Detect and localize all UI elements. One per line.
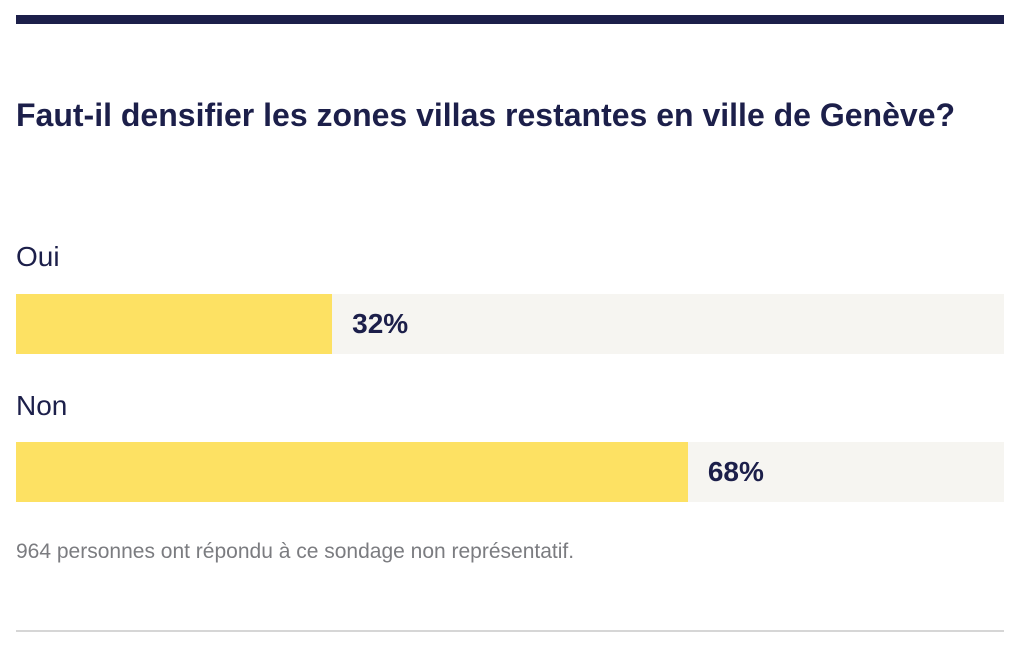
option-label-non: Non xyxy=(16,390,68,421)
option-label-oui: Oui xyxy=(16,241,60,272)
poll-question: Faut-il densifier les zones villas resta… xyxy=(16,97,956,133)
result-bar-fill-non xyxy=(16,442,688,502)
result-bar-non: 68% xyxy=(16,442,1004,502)
bottom-divider xyxy=(16,630,1004,632)
result-bar-oui: 32% xyxy=(16,294,1004,354)
result-percent-oui: 32% xyxy=(352,308,409,339)
poll-footnote: 964 personnes ont répondu à ce sondage n… xyxy=(16,540,575,563)
top-divider xyxy=(16,15,1004,24)
result-bar-fill-oui xyxy=(16,294,333,354)
result-percent-non: 68% xyxy=(707,456,764,487)
